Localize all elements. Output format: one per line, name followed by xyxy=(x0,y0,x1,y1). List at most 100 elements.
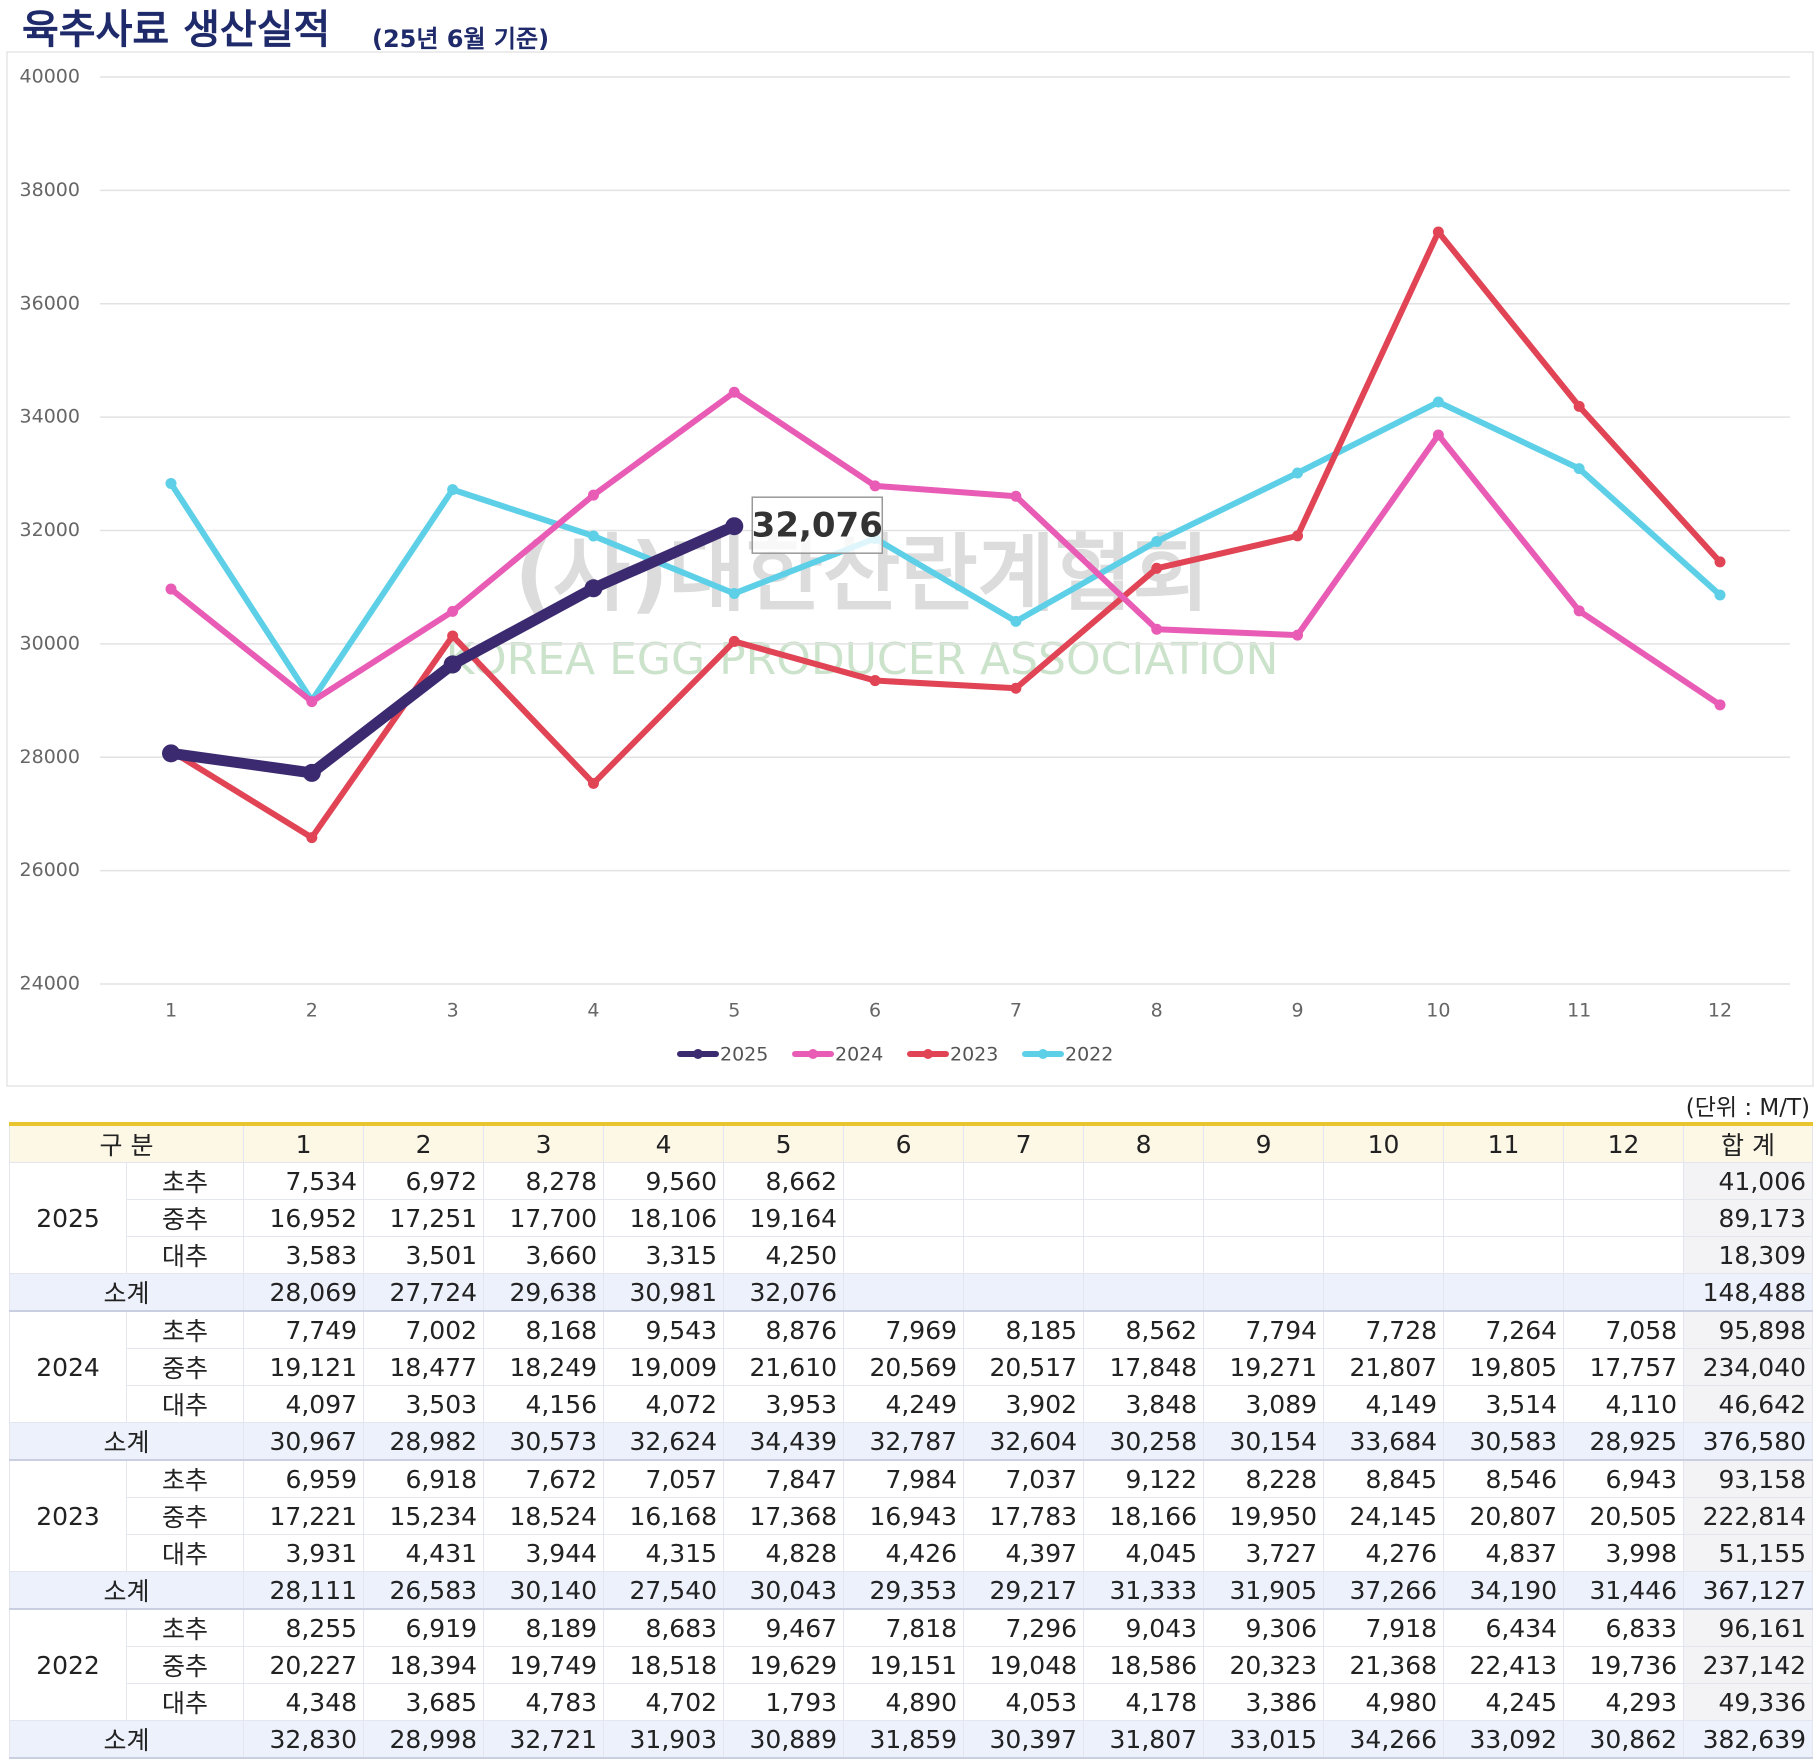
series-line xyxy=(168,399,1723,704)
table-cell: 27,540 xyxy=(603,1571,725,1610)
table-cell: 34,266 xyxy=(1323,1720,1445,1759)
data-point xyxy=(447,605,459,617)
data-point xyxy=(1010,682,1022,694)
table-cell: 20,227 xyxy=(243,1646,365,1684)
table-cell: 합 계 xyxy=(1683,1122,1814,1163)
table-cell: 3,931 xyxy=(243,1534,365,1572)
table-cell: 9,043 xyxy=(1083,1608,1205,1647)
table-cell: 4,249 xyxy=(843,1385,965,1423)
table-cell: 33,684 xyxy=(1323,1422,1445,1461)
table-cell: 7,296 xyxy=(963,1608,1085,1647)
table-cell: 21,368 xyxy=(1323,1646,1445,1684)
table-cell: 19,629 xyxy=(723,1646,845,1684)
x-tick-label: 6 xyxy=(869,1000,881,1022)
empty-cell xyxy=(1443,1199,1565,1237)
table-cell: 30,043 xyxy=(723,1571,845,1610)
table-cell: 18,106 xyxy=(603,1199,725,1237)
table-cell: 4,110 xyxy=(1563,1385,1685,1423)
empty-cell xyxy=(1443,1273,1565,1312)
table-cell: 18,477 xyxy=(363,1348,485,1386)
table-cell: 4 xyxy=(603,1122,725,1163)
table-cell: 3,315 xyxy=(603,1236,725,1274)
table-cell: 8,562 xyxy=(1083,1310,1205,1349)
table-cell: 19,009 xyxy=(603,1348,725,1386)
table-cell: 19,121 xyxy=(243,1348,365,1386)
data-point xyxy=(587,777,599,789)
table-cell: 9,543 xyxy=(603,1310,725,1349)
table-cell: 20,323 xyxy=(1203,1646,1325,1684)
table-cell: 11 xyxy=(1443,1122,1565,1163)
data-point xyxy=(1432,396,1444,408)
table-cell: 30,889 xyxy=(723,1720,845,1759)
table-cell: 8,845 xyxy=(1323,1459,1445,1498)
empty-cell xyxy=(843,1273,965,1312)
table-cell: 대추 xyxy=(125,1683,245,1721)
data-point xyxy=(1432,226,1444,238)
table-cell: 7 xyxy=(963,1122,1085,1163)
table-cell: 237,142 xyxy=(1683,1646,1814,1684)
chart-frame xyxy=(6,51,1814,1087)
table-row: 대추 4,097 3,503 4,156 4,072 3,953 4,249 3,902 3,8… xyxy=(10,1385,1814,1423)
table-cell: 19,271 xyxy=(1203,1348,1325,1386)
table-cell: 8 xyxy=(1083,1122,1205,1163)
table-row: 소계 30,967 28,982 30,573 32,624 34,439 32,787 32… xyxy=(8,1422,1814,1461)
table-cell: 51,155 xyxy=(1683,1534,1814,1572)
table-cell: 32,787 xyxy=(843,1422,965,1461)
table-cell: 7,818 xyxy=(843,1608,965,1647)
table-cell: 4,072 xyxy=(603,1385,725,1423)
x-tick-label: 11 xyxy=(1567,1000,1591,1022)
table-cell: 4,293 xyxy=(1563,1683,1685,1721)
table-cell: 21,807 xyxy=(1323,1348,1445,1386)
empty-cell xyxy=(1323,1273,1445,1312)
table-cell: 7,058 xyxy=(1563,1310,1685,1349)
y-tick-label: 32000 xyxy=(20,519,80,541)
table-cell: 8,683 xyxy=(603,1608,725,1647)
y-tick-label: 24000 xyxy=(20,973,80,995)
y-tick-label: 38000 xyxy=(20,179,80,201)
table-cell: 5 xyxy=(723,1122,845,1163)
table-cell: 7,794 xyxy=(1203,1310,1325,1349)
data-point xyxy=(728,386,740,398)
table-cell: 7,749 xyxy=(243,1310,365,1349)
chart-subtitle: (25년 6월 기준) xyxy=(372,25,549,53)
y-tick-label: 28000 xyxy=(20,746,80,768)
table-cell: 18,518 xyxy=(603,1646,725,1684)
table-cell: 28,925 xyxy=(1563,1422,1685,1461)
data-point xyxy=(1292,530,1304,542)
table-cell: 31,859 xyxy=(843,1720,965,1759)
table-cell: 4,149 xyxy=(1323,1385,1445,1423)
table-cell: 9,122 xyxy=(1083,1459,1205,1498)
table-cell: 34,439 xyxy=(723,1422,845,1461)
table-cell: 3,514 xyxy=(1443,1385,1565,1423)
table-cell: 30,573 xyxy=(483,1422,605,1461)
table-cell: 4,702 xyxy=(603,1683,725,1721)
table-cell: 20,505 xyxy=(1563,1497,1685,1535)
data-point xyxy=(302,763,321,782)
empty-cell xyxy=(1083,1199,1205,1237)
empty-cell xyxy=(963,1199,1085,1237)
table-cell: 6,972 xyxy=(363,1162,485,1200)
table-cell: 19,805 xyxy=(1443,1348,1565,1386)
table-cell: 19,950 xyxy=(1203,1497,1325,1535)
chart-title: 육추사료 생산실적 xyxy=(22,7,330,53)
table-cell: 16,952 xyxy=(243,1199,365,1237)
table-cell: 중추 xyxy=(125,1646,245,1684)
empty-cell xyxy=(1323,1199,1445,1237)
table-cell: 28,982 xyxy=(363,1422,485,1461)
data-point xyxy=(1151,562,1163,574)
table-cell: 19,151 xyxy=(843,1646,965,1684)
table-cell: 234,040 xyxy=(1683,1348,1814,1386)
empty-cell xyxy=(843,1236,965,1274)
table-cell: 29,353 xyxy=(843,1571,965,1610)
table-cell: 17,783 xyxy=(963,1497,1085,1535)
table-cell: 9,306 xyxy=(1203,1608,1325,1647)
table-cell: 4,980 xyxy=(1323,1683,1445,1721)
table-cell: 4,250 xyxy=(723,1236,845,1274)
table-cell: 33,092 xyxy=(1443,1720,1565,1759)
empty-cell xyxy=(963,1236,1085,1274)
table-cell: 6,943 xyxy=(1563,1459,1685,1498)
table-cell: 16,943 xyxy=(843,1497,965,1535)
table-cell: 4,783 xyxy=(483,1683,605,1721)
table-cell: 8,876 xyxy=(723,1310,845,1349)
table-cell: 15,234 xyxy=(363,1497,485,1535)
